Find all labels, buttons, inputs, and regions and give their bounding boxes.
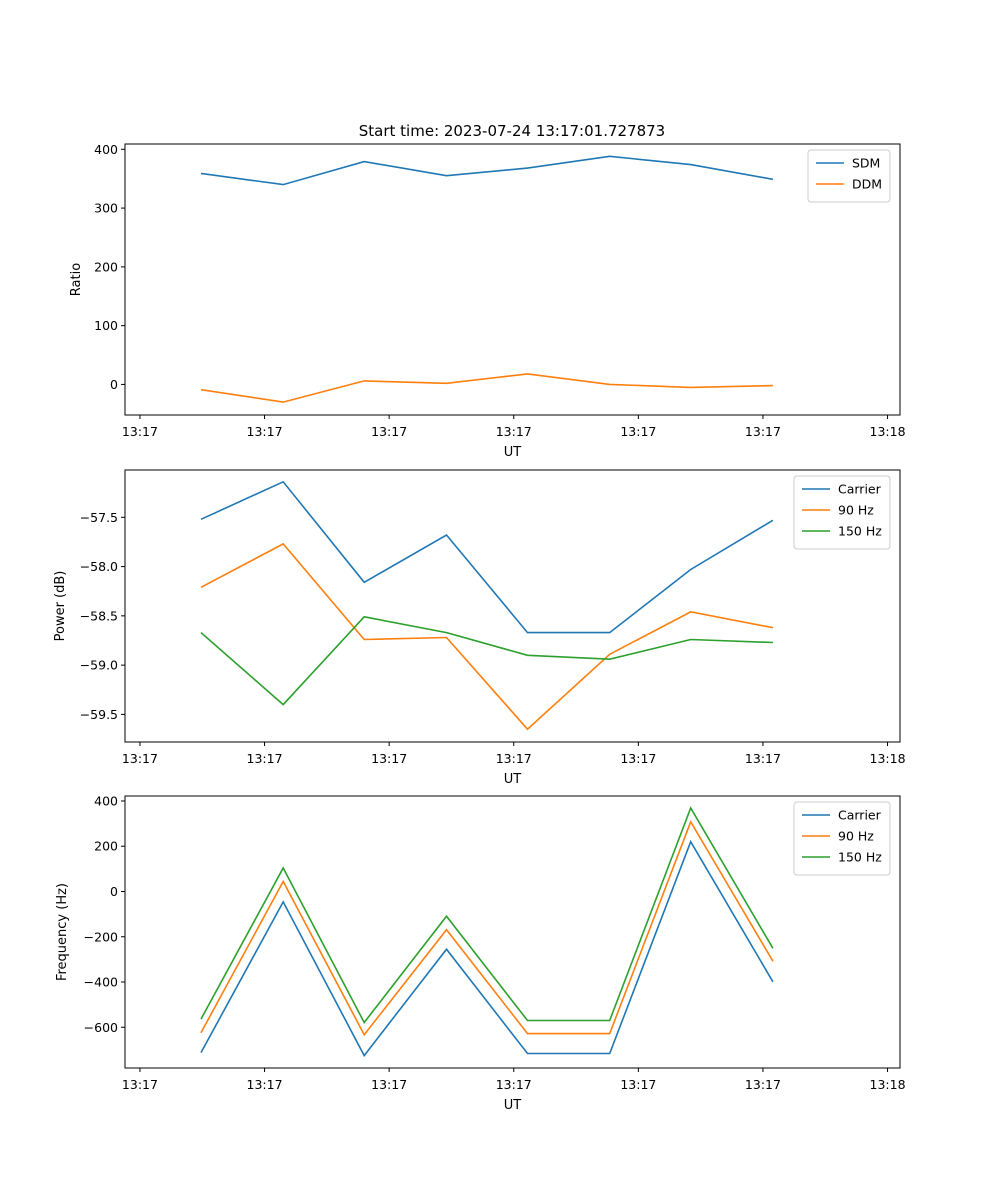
- x-tick-label: 13:17: [496, 424, 532, 439]
- y-tick-label: 0: [110, 377, 118, 392]
- chart-panel-2: 13:17 13:17 13:17 13:17 13:17 13:17 13:18 UT −57…: [53, 469, 906, 787]
- y-tick-label: −200: [84, 929, 118, 944]
- y-axis-label: Power (dB): [53, 571, 68, 642]
- x-tick-label: 13:17: [620, 424, 656, 439]
- series-line-sdm: [200, 155, 774, 186]
- series-line-150-hz: [200, 806, 774, 1024]
- series-line-ddm: [200, 373, 773, 403]
- figure-title: Start time: 2023-07-24 13:17:01.727873: [359, 122, 665, 140]
- y-tick-label: 100: [94, 318, 118, 333]
- y-axis-label: Frequency (Hz): [55, 883, 70, 981]
- y-axis-label: Ratio: [69, 263, 84, 296]
- legend-label: 150 Hz: [838, 524, 882, 539]
- series-line-150-hz: [200, 615, 773, 706]
- y-tick-label: −400: [84, 975, 118, 990]
- x-tick-label: 13:17: [371, 424, 407, 439]
- y-tick-label: −58.5: [80, 608, 118, 623]
- legend: Carrier 90 Hz 150 Hz: [793, 801, 891, 876]
- legend-label: 150 Hz: [838, 850, 882, 865]
- y-tick-label: 200: [94, 259, 118, 274]
- x-tick-label: 13:17: [122, 751, 158, 766]
- x-tick-label: 13:18: [870, 424, 906, 439]
- legend-label: SDM: [852, 156, 880, 171]
- chart-panel-1: 13:17 13:17 13:17 13:17 13:17 13:17 13:18 UT 0 10…: [69, 142, 906, 460]
- legend-label: Carrier: [838, 808, 882, 823]
- y-tick-label: 200: [94, 839, 118, 854]
- x-tick-label: 13:17: [496, 1077, 532, 1092]
- x-tick-label: 13:18: [870, 1077, 906, 1092]
- y-tick-label: 300: [94, 201, 118, 216]
- chart-panel-3: 13:17 13:17 13:17 13:17 13:17 13:17 13:18 UT 400…: [55, 793, 906, 1113]
- x-tick-label: 13:17: [371, 751, 407, 766]
- x-axis-label: UT: [504, 772, 522, 787]
- legend: SDM DDM: [807, 149, 891, 203]
- series-line-carrier: [200, 839, 774, 1058]
- x-tick-label: 13:17: [247, 751, 283, 766]
- y-tick-label: 0: [110, 884, 118, 899]
- axes-frame: [124, 469, 901, 743]
- x-tick-label: 13:17: [745, 424, 781, 439]
- y-tick-label: −600: [84, 1020, 118, 1035]
- x-axis-label: UT: [504, 445, 522, 460]
- series-line-90-hz: [200, 542, 774, 731]
- x-tick-label: 13:17: [247, 1077, 283, 1092]
- x-tick-label: 13:17: [620, 751, 656, 766]
- y-tick-label: 400: [94, 793, 118, 808]
- legend: Carrier 90 Hz 150 Hz: [793, 475, 891, 550]
- axes-frame: [124, 795, 901, 1069]
- series-line-carrier: [200, 480, 774, 634]
- y-tick-label: −57.5: [80, 510, 118, 525]
- legend-label: DDM: [852, 177, 882, 192]
- x-tick-label: 13:17: [247, 424, 283, 439]
- x-tick-label: 13:17: [371, 1077, 407, 1092]
- x-tick-label: 13:17: [496, 751, 532, 766]
- legend-label: 90 Hz: [838, 829, 874, 844]
- x-axis-label: UT: [504, 1098, 522, 1113]
- x-tick-label: 13:17: [745, 751, 781, 766]
- y-tick-label: −58.0: [80, 559, 118, 574]
- x-tick-label: 13:17: [745, 1077, 781, 1092]
- series-line-90-hz: [200, 819, 774, 1037]
- y-tick-label: −59.0: [80, 658, 118, 673]
- y-tick-label: −59.5: [80, 707, 118, 722]
- y-tick-label: 400: [94, 142, 118, 157]
- x-tick-label: 13:17: [122, 424, 158, 439]
- x-tick-label: 13:18: [870, 751, 906, 766]
- axes-frame: [124, 143, 901, 416]
- x-tick-label: 13:17: [620, 1077, 656, 1092]
- legend-label: Carrier: [838, 482, 882, 497]
- legend-label: 90 Hz: [838, 503, 874, 518]
- x-tick-label: 13:17: [122, 1077, 158, 1092]
